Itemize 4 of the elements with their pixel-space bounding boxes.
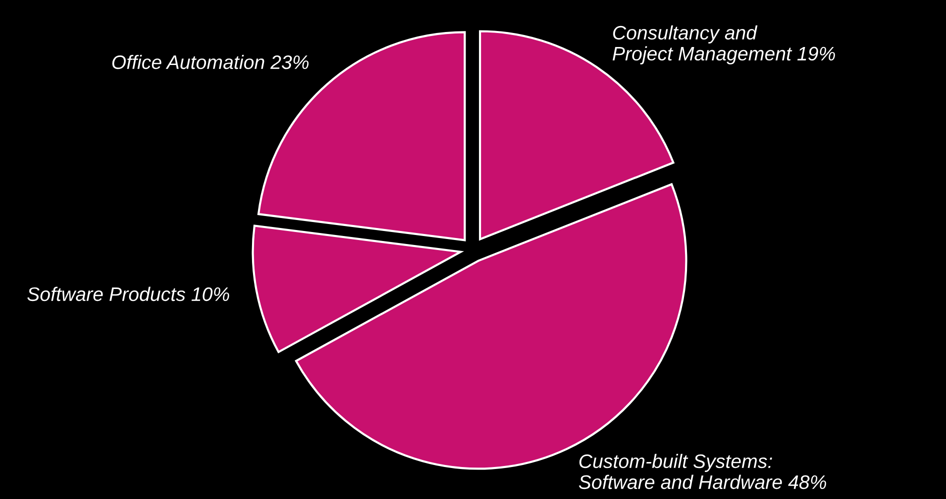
slice-label: Software Products 10% [27,286,230,302]
slice-label: Custom-built Systems: Software and Hardware 48% [578,454,826,490]
slice-label: Consultancy and Project Management 19% [612,25,835,64]
slice-label: Office Automation 23% [112,54,309,70]
